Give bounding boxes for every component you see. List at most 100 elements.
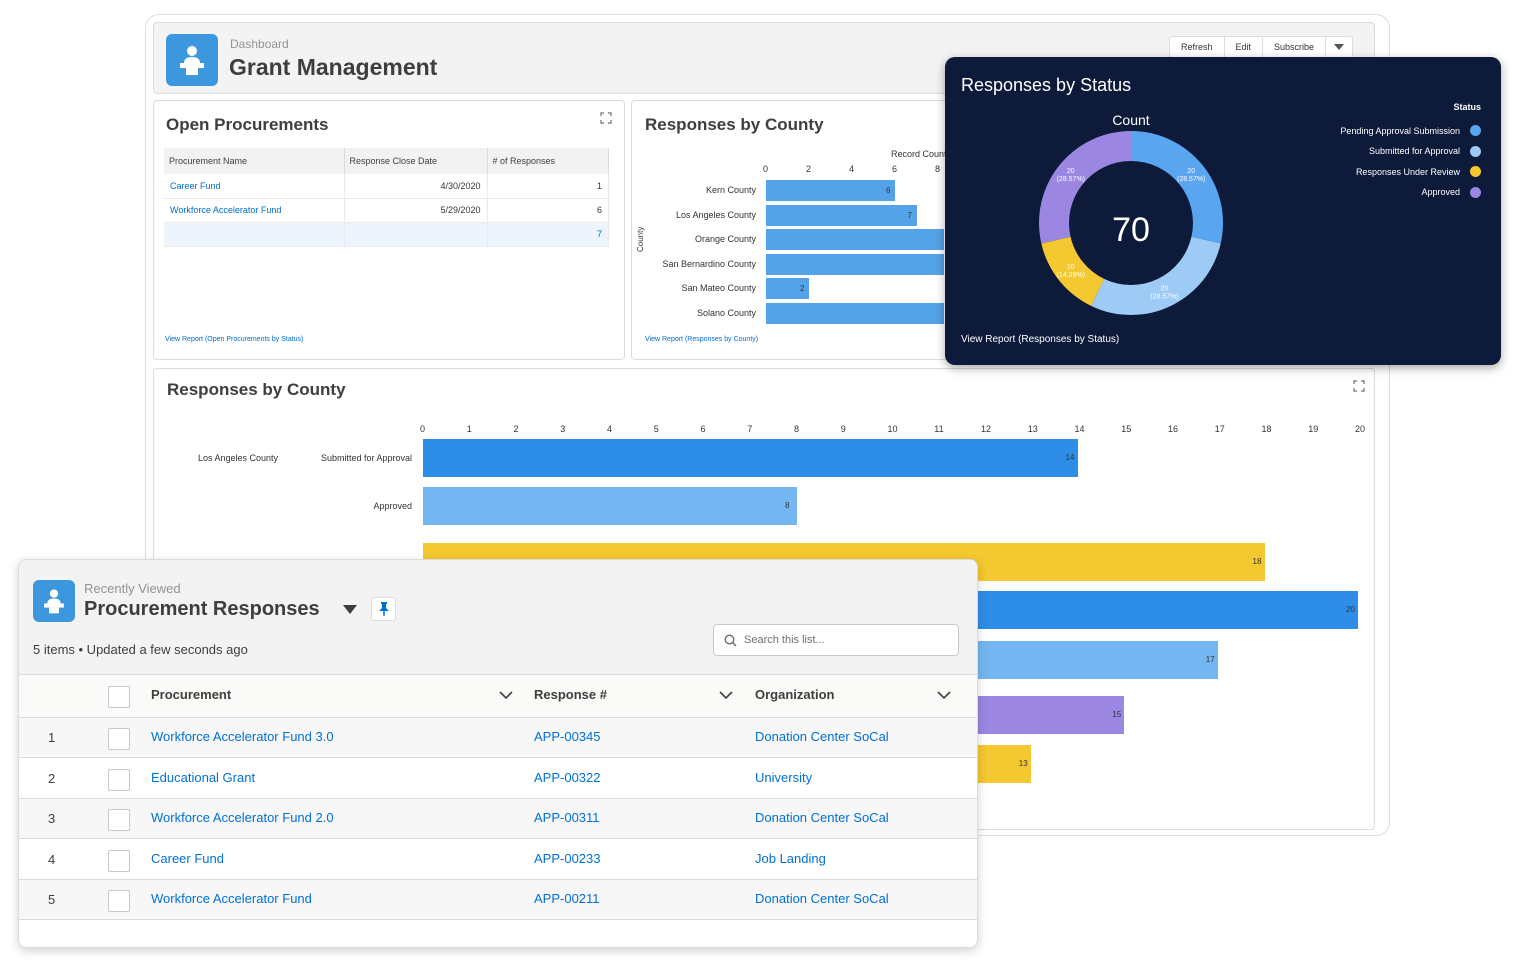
slice-value-label: 10: [1067, 264, 1075, 271]
more-actions-button[interactable]: [1326, 37, 1352, 57]
status-bar[interactable]: [423, 439, 1078, 477]
county-small-report-link[interactable]: View Report (Responses by County): [645, 336, 759, 343]
search-input[interactable]: [744, 631, 944, 649]
chevron-down-icon[interactable]: [937, 690, 951, 700]
legend-item[interactable]: Submitted for Approval: [1368, 145, 1481, 157]
status-label: Submitted for Approval: [320, 453, 412, 463]
county-bar[interactable]: [766, 302, 944, 324]
response-link[interactable]: APP-00311: [534, 810, 600, 825]
procurement-link[interactable]: Workforce Accelerator Fund: [151, 891, 312, 906]
x-tick-label: 7: [747, 424, 753, 434]
donut-slice[interactable]: [1131, 131, 1223, 244]
row-checkbox[interactable]: [108, 728, 130, 750]
column-header-response[interactable]: Response #: [534, 687, 607, 702]
status-bar[interactable]: [423, 487, 797, 525]
county-small-title: Responses by County: [645, 115, 824, 134]
column-header-responses[interactable]: # of Responses: [487, 148, 609, 174]
procurement-link[interactable]: Workforce Accelerator Fund 2.0: [151, 810, 334, 825]
procurement-link[interactable]: Educational Grant: [151, 769, 256, 785]
procurement-link[interactable]: Workforce Accelerator Fund 3.0: [151, 729, 334, 744]
slice-value-label: 20: [1161, 285, 1169, 292]
legend-swatch: [1470, 166, 1481, 177]
legend-swatch: [1470, 186, 1481, 198]
organization-link[interactable]: Donation Center SoCal: [755, 810, 889, 825]
chevron-down-icon[interactable]: [499, 690, 513, 700]
list-view-switcher-icon[interactable]: [343, 605, 357, 614]
response-link[interactable]: APP-00211: [534, 891, 600, 906]
dashboard-eyebrow: Dashboard: [230, 37, 289, 51]
x-tick-label: 1: [466, 424, 472, 434]
donut-slice[interactable]: [1041, 236, 1105, 306]
select-all-checkbox[interactable]: [108, 686, 130, 708]
edit-button[interactable]: Edit: [1225, 37, 1264, 57]
donut-center-value: 70: [1112, 211, 1150, 249]
procurement-link[interactable]: Career Fund: [151, 850, 224, 866]
donut-slice[interactable]: [1039, 131, 1131, 244]
county-bar[interactable]: [766, 204, 917, 226]
close-date-cell: 4/30/2020: [344, 174, 488, 199]
legend-swatch: [1470, 145, 1481, 157]
category-label: San Mateo County: [681, 283, 756, 293]
bar-value-label: 13: [1018, 759, 1028, 768]
slice-percent-label: (14.29%): [1057, 272, 1085, 279]
organization-link[interactable]: University: [755, 769, 813, 785]
column-header-organization[interactable]: Organization: [755, 687, 835, 702]
procurement-link[interactable]: Career Fund: [170, 180, 221, 191]
row-checkbox[interactable]: [108, 849, 130, 872]
legend-label: Submitted for Approval: [1368, 146, 1460, 156]
procurement-link[interactable]: Workforce Accelerator Fund: [170, 205, 282, 215]
column-header-procurement-name[interactable]: Procurement Name: [164, 148, 345, 174]
county-bar[interactable]: [766, 229, 944, 250]
table-row: Career Fund 4/30/2020 1: [164, 174, 609, 199]
response-link[interactable]: APP-00322: [534, 769, 601, 785]
subscribe-button[interactable]: Subscribe: [1263, 37, 1327, 57]
county-bar[interactable]: [766, 278, 809, 299]
county-bar[interactable]: [766, 180, 895, 201]
legend-label: Responses Under Review: [1355, 166, 1460, 177]
organization-link[interactable]: Donation Center SoCal: [755, 891, 889, 906]
open-procurements-table: Procurement Name Response Close Date # o…: [164, 148, 609, 247]
bar-value-label: 2: [800, 284, 805, 293]
response-link[interactable]: APP-00233: [534, 850, 601, 866]
row-checkbox[interactable]: [108, 768, 130, 791]
x-tick-label: 8: [935, 164, 941, 174]
column-header-close-date[interactable]: Response Close Date: [344, 148, 488, 174]
open-procurements-report-link[interactable]: View Report (Open Procurements by Status…: [165, 336, 304, 343]
chevron-down-icon: [1334, 44, 1345, 50]
responses-cell: 1: [487, 174, 609, 199]
status-donut-report-link[interactable]: View Report (Responses by Status): [961, 334, 1120, 345]
legend-item[interactable]: Approved: [1421, 186, 1481, 198]
list-view-title: Procurement Responses: [84, 598, 320, 620]
responses-cell: 6: [487, 198, 609, 223]
county-large-title: Responses by County: [167, 380, 346, 399]
legend-item[interactable]: Responses Under Review: [1356, 166, 1481, 177]
bar-value-label: 7: [907, 210, 912, 220]
x-tick-label: 9: [840, 424, 846, 434]
search-box: [713, 624, 959, 656]
row-checkbox[interactable]: [108, 809, 130, 831]
y-axis-title: County: [636, 226, 645, 252]
legend-item[interactable]: Pending Approval Submission: [1340, 125, 1481, 136]
organization-link[interactable]: Job Landing: [755, 850, 826, 866]
expand-icon[interactable]: [600, 112, 612, 124]
x-tick-label: 18: [1261, 424, 1272, 434]
donut-slice[interactable]: [1091, 236, 1221, 315]
row-checkbox[interactable]: [108, 890, 130, 912]
column-header-procurement[interactable]: Procurement: [151, 687, 232, 702]
county-bar[interactable]: [766, 253, 944, 275]
response-link[interactable]: APP-00345: [534, 729, 601, 744]
organization-link[interactable]: Donation Center SoCal: [755, 729, 889, 744]
presenter-icon: [44, 589, 64, 614]
refresh-button[interactable]: Refresh: [1170, 37, 1225, 57]
pin-list-button[interactable]: [371, 597, 396, 621]
x-tick-label: 8: [794, 424, 800, 434]
x-tick-label: 0: [763, 164, 769, 174]
list-row: 2 Educational Grant APP-00322 University: [19, 758, 977, 799]
chevron-down-icon[interactable]: [719, 690, 733, 700]
row-number: 4: [48, 851, 56, 867]
legend-title: Status: [1453, 102, 1481, 112]
list-row: 4 Career Fund APP-00233 Job Landing: [19, 839, 977, 880]
status-donut-title: Responses by Status: [961, 75, 1132, 95]
category-label: Kern County: [705, 185, 756, 195]
expand-icon[interactable]: [1353, 380, 1365, 392]
